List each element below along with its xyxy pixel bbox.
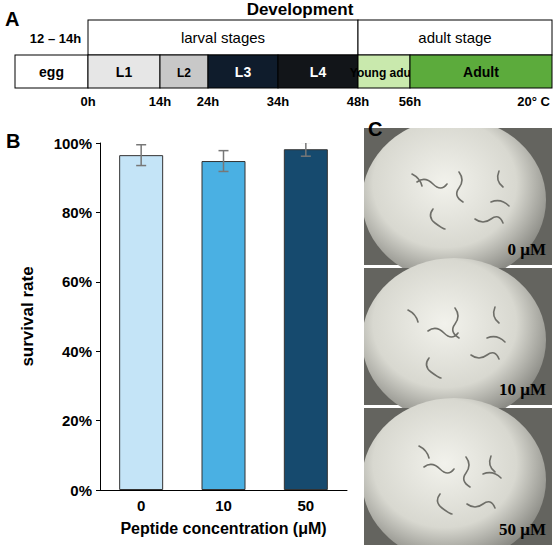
svg-text:10 μM: 10 μM <box>499 380 546 399</box>
svg-text:L4: L4 <box>310 64 327 80</box>
svg-text:12 – 14h: 12 – 14h <box>30 31 81 46</box>
svg-text:20%: 20% <box>62 412 92 429</box>
svg-text:L1: L1 <box>116 64 133 80</box>
svg-text:100%: 100% <box>54 135 92 152</box>
svg-text:egg: egg <box>39 64 64 80</box>
svg-text:50: 50 <box>297 497 314 514</box>
svg-text:L2: L2 <box>177 66 191 80</box>
svg-text:56h: 56h <box>399 94 421 109</box>
svg-text:80%: 80% <box>62 204 92 221</box>
svg-text:48h: 48h <box>347 94 369 109</box>
svg-text:Adult: Adult <box>463 64 499 80</box>
svg-text:Development: Development <box>247 0 354 19</box>
svg-text:Young adult: Young adult <box>350 66 418 80</box>
svg-text:34h: 34h <box>267 94 289 109</box>
svg-text:larval stages: larval stages <box>181 29 265 46</box>
svg-text:0h: 0h <box>80 94 95 109</box>
svg-text:50 μM: 50 μM <box>499 520 546 539</box>
svg-text:24h: 24h <box>197 94 219 109</box>
html-text:A: A <box>5 8 20 30</box>
svg-text:survival rate: survival rate <box>18 266 37 366</box>
svg-text:0%: 0% <box>70 482 92 499</box>
svg-text:10: 10 <box>215 497 232 514</box>
svg-text:20° C: 20° C <box>517 94 550 109</box>
svg-text:0 μM: 0 μM <box>508 240 546 259</box>
svg-text:14h: 14h <box>149 94 171 109</box>
svg-text:60%: 60% <box>62 273 92 290</box>
html-text:B: B <box>6 130 21 152</box>
svg-text:adult stage: adult stage <box>418 29 491 46</box>
html-text:C: C <box>368 118 383 140</box>
svg-text:0: 0 <box>137 497 145 514</box>
svg-text:L3: L3 <box>235 64 252 80</box>
svg-text:40%: 40% <box>62 343 92 360</box>
svg-text:Peptide concentration (μM): Peptide concentration (μM) <box>120 520 326 537</box>
